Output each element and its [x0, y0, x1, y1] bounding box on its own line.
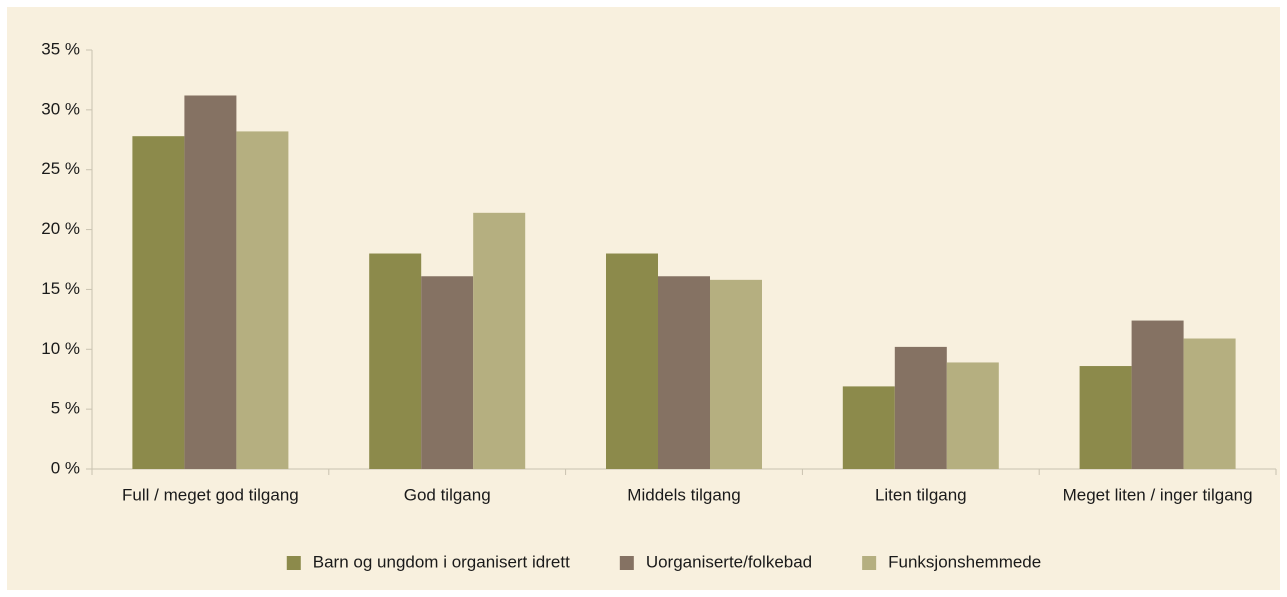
bar [946, 362, 999, 469]
bar [894, 346, 947, 469]
x-tick-label: Meget liten / inger tilgang [1063, 485, 1253, 504]
y-tick-label: 15 % [41, 279, 80, 298]
bar [132, 136, 185, 470]
bar [369, 253, 422, 469]
y-tick-label: 5 % [51, 399, 80, 418]
y-tick-label: 10 % [41, 339, 80, 358]
bar [658, 276, 710, 469]
bar [842, 386, 895, 469]
bar [606, 253, 658, 469]
bar [710, 279, 762, 469]
y-tick-label: 35 % [41, 39, 80, 58]
x-tick-label: Middels tilgang [627, 485, 740, 504]
x-tick-label: God tilgang [404, 485, 491, 504]
legend-swatch [619, 556, 634, 570]
legend-label: Uorganiserte/folkebad [646, 552, 812, 571]
bar [473, 212, 526, 469]
x-tick-label: Liten tilgang [875, 485, 967, 504]
bar [184, 95, 237, 470]
bar [421, 276, 474, 469]
bar [1131, 320, 1184, 469]
bar [236, 131, 289, 470]
y-tick-label: 25 % [41, 159, 80, 178]
legend-swatch [862, 556, 877, 570]
y-tick-label: 30 % [41, 99, 80, 118]
bar [1079, 366, 1132, 469]
bar [1183, 338, 1236, 469]
legend-label: Funksjonshemmede [888, 552, 1041, 571]
y-tick-label: 0 % [51, 458, 80, 477]
legend-swatch [286, 556, 301, 570]
legend-label: Barn og ungdom i organisert idrett [313, 552, 570, 571]
x-tick-label: Full / meget god tilgang [122, 485, 299, 504]
y-tick-label: 20 % [41, 219, 80, 238]
